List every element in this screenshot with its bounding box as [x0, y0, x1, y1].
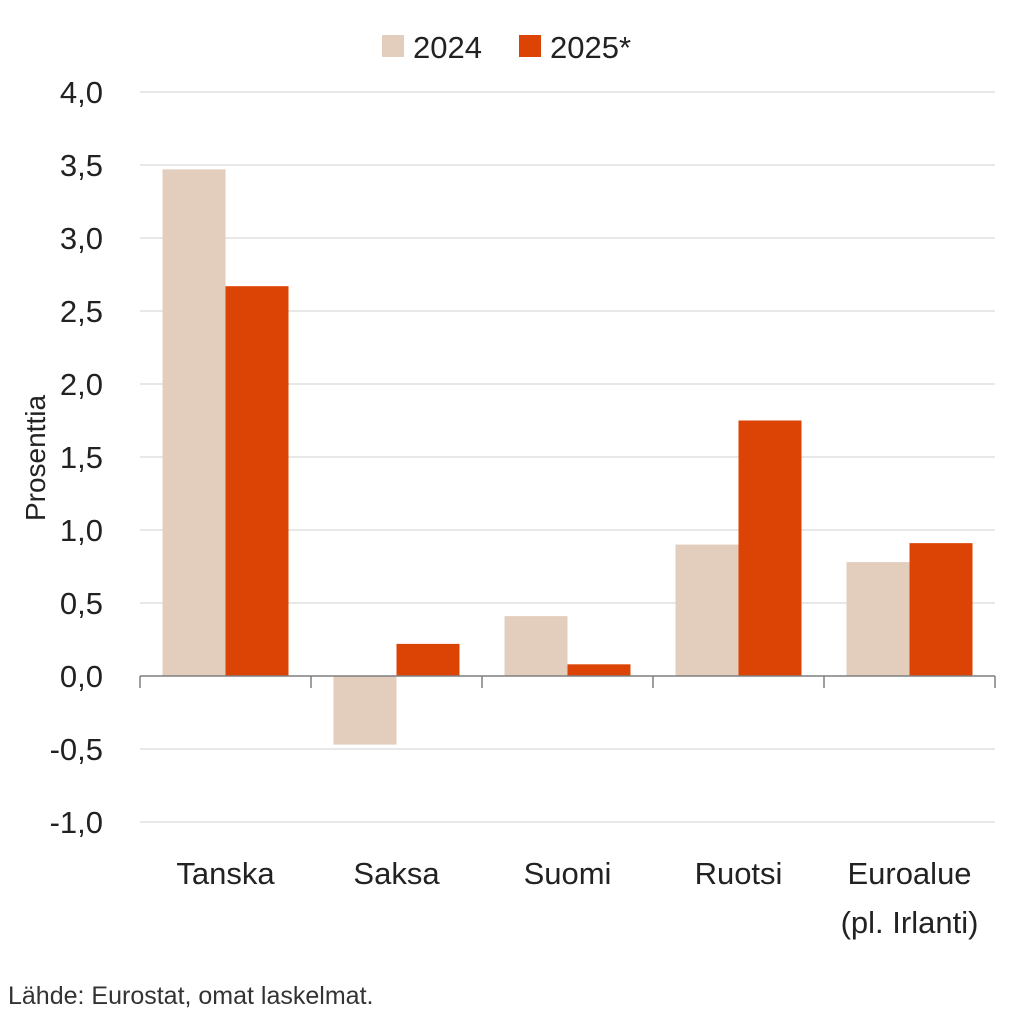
bar-2024-saksa	[333, 676, 397, 745]
category-label: Saksa	[353, 856, 440, 891]
y-tick-label: 0,0	[60, 659, 103, 694]
y-tick-labels: -1,0 -0,5 0,0 0,5 1,0 1,5 2,0 2,5 3,0 3,5 4,0	[50, 75, 103, 840]
y-tick-label: 3,0	[60, 221, 103, 256]
bar-2024-ruotsi	[675, 544, 739, 676]
category-label: Ruotsi	[695, 856, 783, 891]
bars	[162, 169, 973, 745]
legend: 2024 2025*	[382, 30, 631, 65]
bar-2025-ruotsi	[738, 420, 802, 676]
y-tick-label: 1,5	[60, 440, 103, 475]
y-tick-label: -0,5	[50, 732, 103, 767]
category-label: Euroalue	[847, 856, 971, 891]
source-note: Lähde: Eurostat, omat laskelmat.	[8, 982, 374, 1010]
y-tick-label: 2,0	[60, 367, 103, 402]
legend-swatch-2025	[519, 35, 541, 57]
bar-2025-euroalue	[909, 543, 973, 676]
bar-2024-euroalue	[846, 562, 910, 676]
category-label: (pl. Irlanti)	[841, 905, 979, 940]
bar-2025-tanska	[225, 286, 289, 676]
legend-label: 2025*	[550, 30, 631, 65]
legend-swatch-2024	[382, 35, 404, 57]
bar-chart: -1,0 -0,5 0,0 0,5 1,0 1,5 2,0 2,5 3,0 3,5 4,0 Tans…	[20, 30, 996, 940]
bar-2024-tanska	[162, 169, 226, 676]
legend-label: 2024	[413, 30, 482, 65]
y-tick-label: 3,5	[60, 148, 103, 183]
y-tick-label: -1,0	[50, 805, 103, 840]
y-tick-label: 4,0	[60, 75, 103, 110]
bar-2024-suomi	[504, 616, 568, 676]
y-tick-label: 2,5	[60, 294, 103, 329]
y-axis-title: Prosenttia	[20, 395, 51, 521]
y-tick-label: 0,5	[60, 586, 103, 621]
bar-2025-saksa	[396, 643, 460, 676]
x-axis	[139, 675, 996, 688]
category-label: Suomi	[524, 856, 612, 891]
bar-2025-suomi	[567, 664, 631, 676]
category-labels: Tanska Saksa Suomi Ruotsi Euroalue (pl. Irlan…	[176, 856, 978, 940]
y-tick-label: 1,0	[60, 513, 103, 548]
category-label: Tanska	[176, 856, 275, 891]
